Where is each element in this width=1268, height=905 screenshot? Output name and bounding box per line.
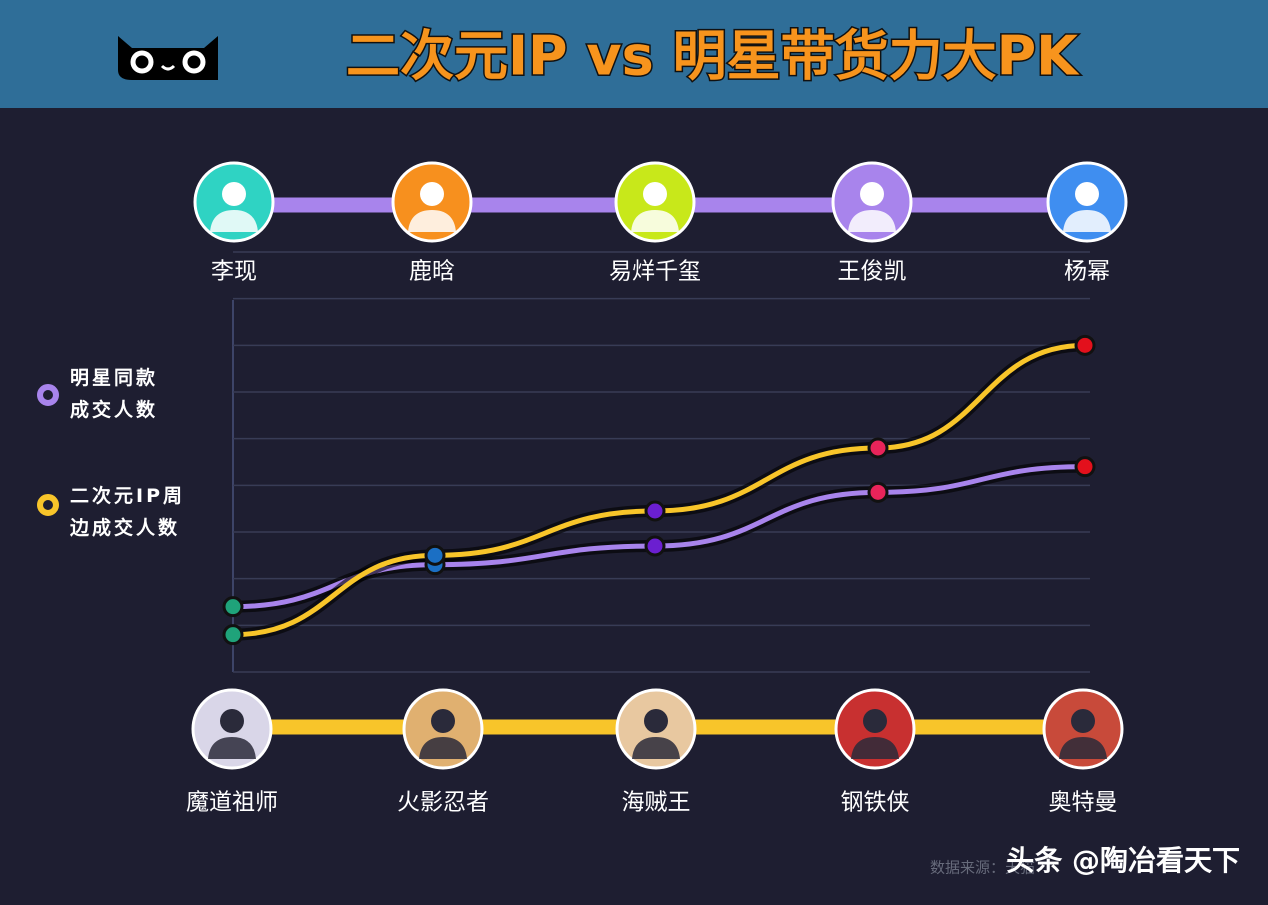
avatar-label: 易烊千玺 — [609, 259, 701, 285]
avatar-label: 李现 — [211, 259, 257, 285]
data-point — [867, 437, 889, 459]
avatar-head — [643, 182, 667, 206]
avatar-head — [420, 182, 444, 206]
legend-marker — [37, 494, 59, 516]
data-point — [222, 596, 244, 618]
data-point — [222, 624, 244, 646]
avatar-label: 魔道祖师 — [186, 790, 278, 816]
avatar-label: 鹿晗 — [409, 259, 455, 285]
avatar-label: 火影忍者 — [397, 790, 489, 816]
data-point — [867, 481, 889, 503]
avatar-head — [1071, 709, 1095, 733]
source: 数据来源：天猫 — [930, 859, 1035, 877]
legend-label: 明星同款成交人数 — [70, 367, 159, 421]
avatar-head — [863, 709, 887, 733]
avatar-body — [1059, 737, 1107, 759]
avatar-body — [210, 210, 258, 232]
watermark: 头条 @陶冶看天下 — [1006, 844, 1240, 877]
avatar-label: 杨幂 — [1064, 259, 1110, 285]
avatar-body — [208, 737, 256, 759]
avatar-label: 海贼王 — [622, 790, 691, 816]
avatar-body — [632, 737, 680, 759]
avatar-head — [860, 182, 884, 206]
data-point — [1074, 456, 1096, 478]
avatar-label: 王俊凯 — [838, 259, 907, 285]
avatar-label: 钢铁侠 — [841, 790, 910, 816]
data-point — [1074, 334, 1096, 356]
avatar-head — [644, 709, 668, 733]
legend-marker — [37, 384, 59, 406]
avatar-body — [631, 210, 679, 232]
avatar-body — [419, 737, 467, 759]
legend-label: 二次元IP周边成交人数 — [70, 485, 185, 539]
avatar-head — [220, 709, 244, 733]
title: 二次元IP vs 明星带货力大PK — [346, 25, 1080, 88]
avatar-head — [222, 182, 246, 206]
logo — [118, 36, 218, 80]
data-point — [644, 535, 666, 557]
avatar-label: 奥特曼 — [1049, 790, 1118, 816]
avatar-body — [408, 210, 456, 232]
avatar-body — [1063, 210, 1111, 232]
data-point — [644, 500, 666, 522]
avatar-head — [431, 709, 455, 733]
avatar-body — [851, 737, 899, 759]
data-point — [424, 544, 446, 566]
avatar-body — [848, 210, 896, 232]
avatar-head — [1075, 182, 1099, 206]
